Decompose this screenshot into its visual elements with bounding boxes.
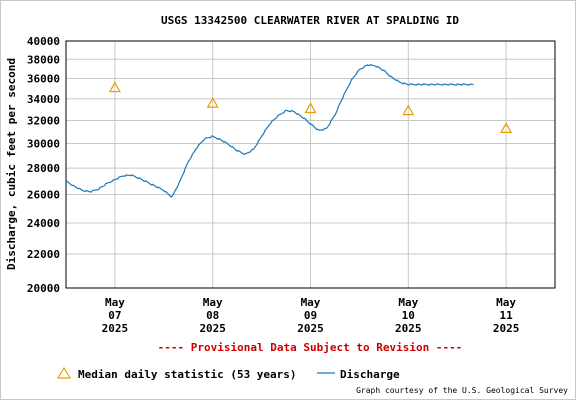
- provisional-note: ---- Provisional Data Subject to Revisio…: [158, 341, 463, 354]
- y-tick-label: 20000: [27, 282, 60, 295]
- x-tick-text: May: [398, 296, 418, 309]
- legend: Median daily statistic (53 years) Discha…: [56, 366, 400, 381]
- y-tick-label: 40000: [27, 35, 60, 48]
- x-axis-ticks: May072025May082025May092025May102025May1…: [102, 296, 520, 335]
- x-tick-text: 11: [499, 309, 513, 322]
- y-axis-label: Discharge, cubic feet per second: [5, 58, 18, 270]
- y-tick-label: 32000: [27, 115, 60, 128]
- y-tick-label: 26000: [27, 189, 60, 202]
- y-tick-label: 24000: [27, 217, 60, 230]
- y-tick-label: 28000: [27, 162, 60, 175]
- median-marker: [500, 122, 513, 133]
- x-tick-text: 2025: [102, 322, 129, 335]
- grid: [66, 40, 555, 289]
- plot-area: [65, 40, 556, 289]
- series-layer: [65, 63, 513, 198]
- legend-discharge-label: Discharge: [340, 368, 400, 381]
- legend-median-marker-icon: [56, 366, 72, 379]
- x-tick-text: 09: [304, 309, 317, 322]
- median-marker: [206, 96, 219, 108]
- y-tick-label: 30000: [27, 138, 60, 151]
- x-tick-text: May: [301, 296, 321, 309]
- x-tick-text: 07: [108, 309, 121, 322]
- x-tick-text: 2025: [493, 322, 520, 335]
- x-tick-text: May: [496, 296, 516, 309]
- x-tick-text: 2025: [297, 322, 324, 335]
- x-tick-text: May: [203, 296, 223, 309]
- median-marker: [304, 102, 317, 114]
- median-marker: [108, 81, 121, 93]
- y-tick-label: 38000: [27, 53, 60, 66]
- y-tick-label: 22000: [27, 248, 60, 261]
- legend-median-label: Median daily statistic (53 years): [78, 368, 297, 381]
- discharge-line: [65, 63, 474, 198]
- x-tick-text: 2025: [395, 322, 422, 335]
- x-tick-text: May: [105, 296, 125, 309]
- y-tick-label: 36000: [27, 73, 60, 86]
- x-tick-text: 10: [402, 309, 415, 322]
- x-tick-text: 08: [206, 309, 219, 322]
- chart-title: USGS 13342500 CLEARWATER RIVER AT SPALDI…: [161, 14, 459, 27]
- credit-note: Graph courtesy of the U.S. Geological Su…: [356, 386, 568, 395]
- y-tick-label: 34000: [27, 93, 60, 106]
- median-marker: [402, 104, 415, 116]
- y-axis-ticks: 20000 22000 24000 26000 28000 30000 32000 34000…: [27, 35, 60, 295]
- x-tick-text: 2025: [199, 322, 226, 335]
